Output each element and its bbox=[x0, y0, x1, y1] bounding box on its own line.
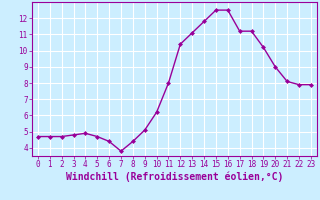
X-axis label: Windchill (Refroidissement éolien,°C): Windchill (Refroidissement éolien,°C) bbox=[66, 172, 283, 182]
